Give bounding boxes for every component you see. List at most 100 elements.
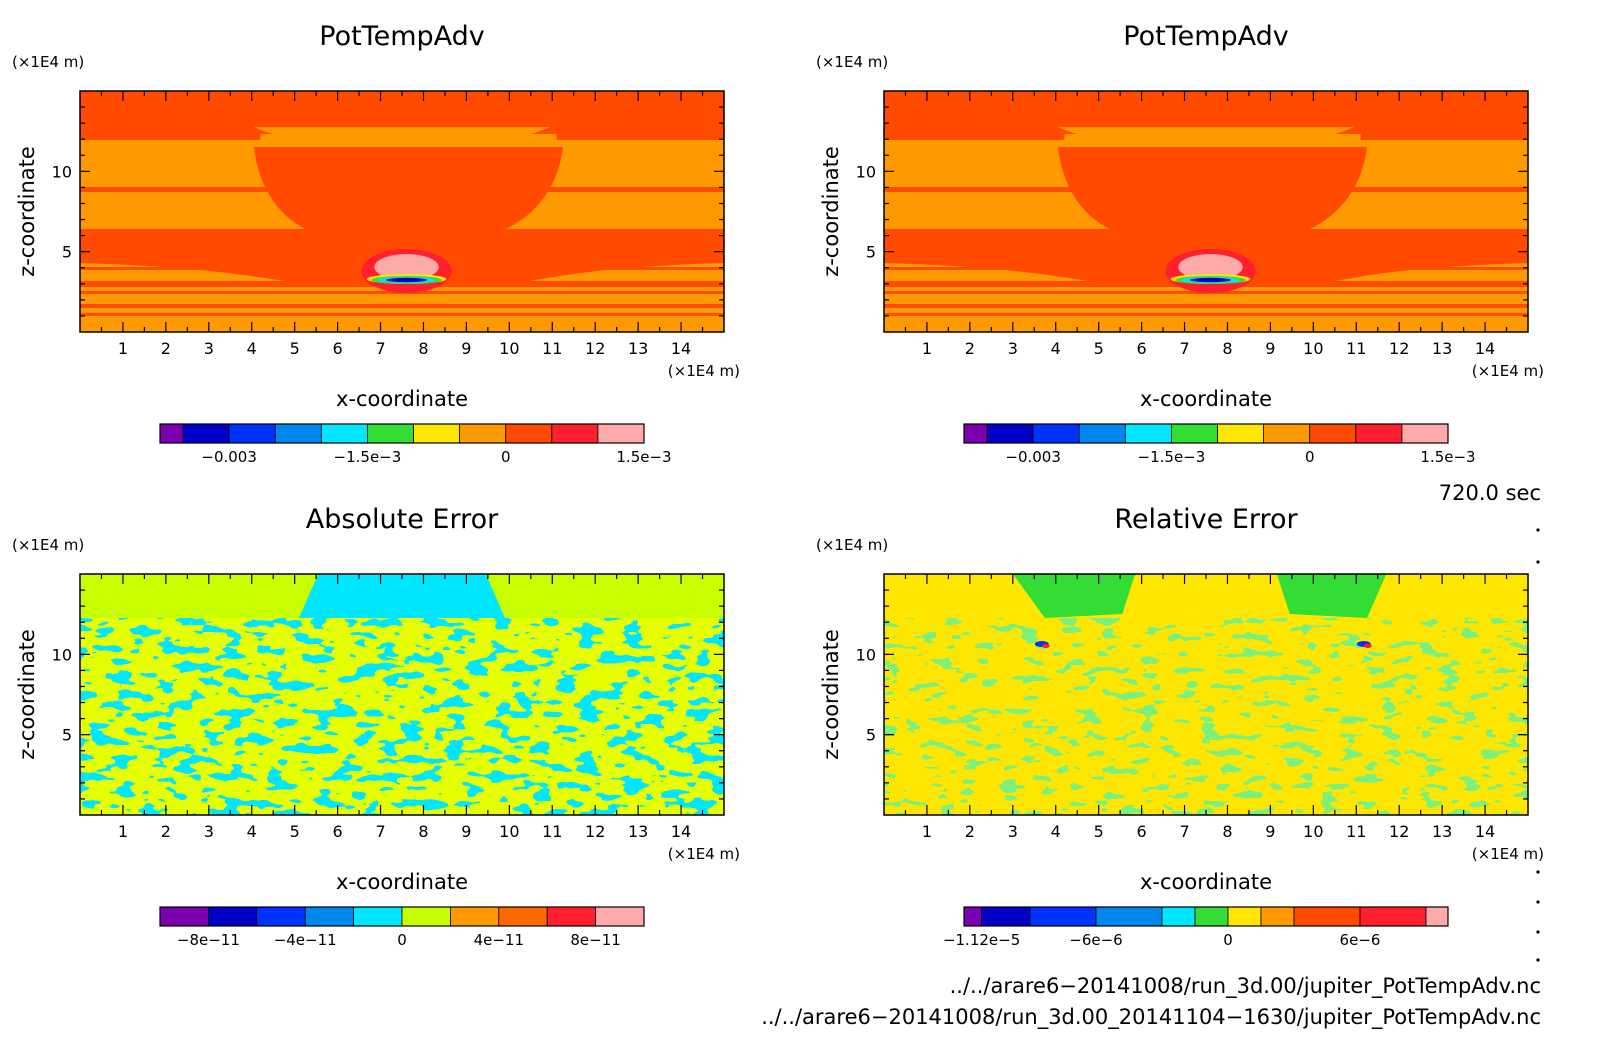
x-axis-label: x-coordinate [336,870,468,894]
x-tick-label: 14 [1475,339,1495,358]
y-tick-label: 10 [856,645,876,664]
colorbar-tick-label: 4e−11 [474,931,524,949]
file-path-1: ../../arare6−20141008/run_3d.00/jupiter_… [950,974,1541,999]
x-tick-label: 1 [922,822,932,841]
colorbar-tick-label: −4e−11 [274,931,337,949]
x-tick-label: 5 [290,822,300,841]
colorbar-swatch [159,906,209,927]
field-spot [1363,644,1372,648]
x-tick-label: 11 [542,339,562,358]
x-tick-label: 12 [585,822,605,841]
x-tick-label: 6 [333,339,343,358]
colorbar-swatch [546,906,597,927]
x-tick-label: 7 [1179,339,1189,358]
colorbar-swatch [597,423,645,444]
chart-panel-2: PotTempAdv(×1E4 m)1 2 3 4 5 6 7 8 9 10 11 12 13 14510… [816,21,1544,466]
x-tick-label: 8 [418,822,428,841]
colorbar-tick-label: 1.5e−3 [616,448,671,466]
x-tick-label: 8 [1222,822,1232,841]
file-path-2: ../../arare6−20141008/run_3d.00_20141104… [761,1005,1541,1030]
colorbar-swatch [505,423,553,444]
x-tick-label: 5 [1094,339,1104,358]
x-tick-label: 11 [1346,822,1366,841]
field-corner-right [530,91,724,134]
colorbar-swatch [1227,906,1262,927]
chart-title: PotTempAdv [1123,21,1289,52]
colorbar-tick-label: −6e−6 [1069,931,1122,949]
colorbar-swatch [551,423,599,444]
x-tick-label: 14 [1475,822,1495,841]
y-tick-label: 5 [866,243,876,262]
x-tick-label: 9 [461,339,471,358]
bubble-base-blue [385,277,428,283]
field-bowl [253,147,563,237]
contour-field [80,574,724,815]
colorbar-swatch [401,906,451,927]
field-band [884,304,1528,308]
x-tick-label: 3 [204,822,214,841]
colorbar-swatch [274,423,322,444]
chart-title: PotTempAdv [319,21,485,52]
colorbar-tick-label: 8e−11 [570,931,620,949]
y-unit-label: (×1E4 m) [12,536,84,554]
colorbar-tick-label: 0 [1223,931,1233,949]
field-bowl [1057,147,1367,237]
x-tick-label: 1 [118,339,128,358]
colorbar-swatch [413,423,461,444]
x-tick-label: 9 [461,822,471,841]
field-plume-right [1276,574,1387,618]
x-tick-label: 7 [375,339,385,358]
colorbar-swatch [963,906,983,927]
colorbar-swatch [1293,906,1361,927]
x-tick-label: 3 [1008,339,1018,358]
colorbar-swatch [159,423,184,444]
colorbar-swatch [207,906,258,927]
chart-title: Relative Error [1114,504,1298,535]
x-tick-label: 5 [1094,822,1104,841]
colorbar-tick-label: −8e−11 [177,931,240,949]
colorbar-swatch [1217,423,1265,444]
x-tick-label: 10 [499,822,519,841]
colorbar-frame [159,906,645,927]
y-unit-label: (×1E4 m) [816,536,888,554]
x-axis-label: x-coordinate [1140,870,1272,894]
colorbar-tick-label: −1.5e−3 [1138,448,1206,466]
colorbar-swatch [449,906,500,927]
field-corner-left [80,91,274,134]
x-tick-label: 1 [922,339,932,358]
colorbar: −0.003 −1.5e−3 0 1.5e−3 [159,423,672,466]
colorbar-swatch [304,906,355,927]
colorbar-swatch [228,423,276,444]
x-tick-label: 7 [375,822,385,841]
chart-panel-1: PotTempAdv(×1E4 m)1 2 3 4 5 6 7 8 9 10 11 12 13 14510… [12,21,740,466]
x-tick-label: 13 [1432,822,1452,841]
chart-title: Absolute Error [306,504,499,535]
colorbar-swatch [459,423,507,444]
x-axis-label: x-coordinate [1140,387,1272,411]
colorbar-tick-label: −1.5e−3 [334,448,402,466]
chart-panel-4: Relative Error(×1E4 m)1 2 3 4 5 6 7 8 9 10 11 12 13 1… [816,504,1544,949]
x-unit-label: (×1E4 m) [668,845,740,863]
y-axis-label: z-coordinate [819,146,843,277]
bubble-core [374,254,439,280]
field-corner-left [884,91,1078,134]
x-tick-label: 4 [247,339,257,358]
colorbar-swatch [182,423,230,444]
x-tick-label: 14 [671,339,691,358]
colorbar-tick-label: −0.003 [1005,448,1061,466]
x-tick-label: 4 [1051,339,1061,358]
dot-marker [1536,560,1540,564]
x-tick-label: 12 [1389,822,1409,841]
colorbar-swatch [367,423,414,444]
x-tick-label: 5 [290,339,300,358]
colorbar-tick-label: −0.003 [201,448,257,466]
colorbar-swatch [1260,906,1295,927]
colorbar-swatch [963,423,988,444]
contour-field [884,574,1528,815]
colorbar-swatch [1029,906,1097,927]
y-unit-label: (×1E4 m) [816,53,888,71]
x-tick-label: 4 [247,822,257,841]
dot-marker [1536,528,1540,532]
y-tick-label: 5 [62,243,72,262]
x-unit-label: (×1E4 m) [668,362,740,380]
